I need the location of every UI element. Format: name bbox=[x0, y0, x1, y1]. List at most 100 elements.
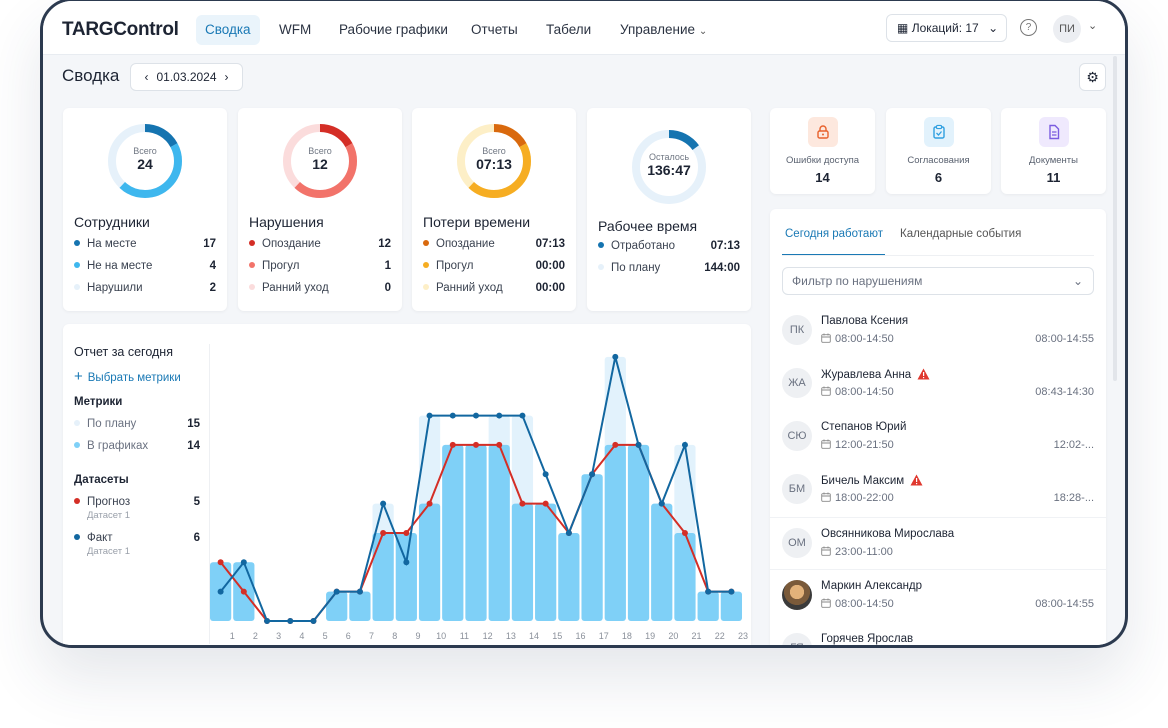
next-date-icon[interactable]: › bbox=[224, 70, 229, 84]
date-picker[interactable]: ‹ 01.03.2024 › bbox=[130, 63, 243, 91]
x-tick-label: 9 bbox=[415, 631, 420, 641]
x-tick-label: 16 bbox=[575, 631, 585, 641]
bar-scheduled bbox=[372, 532, 394, 621]
dataset-value: 6 bbox=[193, 532, 200, 544]
donut-segment bbox=[283, 124, 357, 198]
employee-row[interactable]: БМ Бичель Максим 18:00-22:00 18:28-... bbox=[770, 464, 1106, 517]
legend-dot bbox=[598, 264, 604, 270]
employee-row[interactable]: ЖА Журавлева Анна 08:00-14:50 08:43-14:30 bbox=[770, 358, 1106, 411]
stat-label: Опоздание bbox=[436, 238, 495, 250]
calendar-icon bbox=[821, 598, 835, 610]
data-point bbox=[449, 441, 456, 448]
nav-svodka[interactable]: Сводка bbox=[196, 15, 260, 45]
nav-reports[interactable]: Отчеты bbox=[471, 22, 518, 37]
legend-dot bbox=[74, 262, 80, 268]
nav-work-schedules[interactable]: Рабочие графики bbox=[339, 22, 448, 37]
dataset-row[interactable]: Факт 6 Датасет 1 bbox=[74, 532, 200, 562]
employee-row[interactable]: ОМ Овсянникова Мирослава 23:00-11:00 bbox=[770, 517, 1106, 570]
app-window: TARGControl Сводка WFM Рабочие графики О… bbox=[40, 0, 1128, 648]
data-point bbox=[403, 529, 410, 536]
legend-dot bbox=[598, 242, 604, 248]
calendar-icon bbox=[821, 492, 835, 504]
violations-filter-select[interactable]: Фильтр по нарушениям ⌄ bbox=[782, 267, 1094, 295]
nav-wfm[interactable]: WFM bbox=[279, 22, 312, 37]
x-tick-label: 6 bbox=[346, 631, 351, 641]
employee-row[interactable]: СЮ Степанов Юрий 12:00-21:50 12:02-... bbox=[770, 411, 1106, 464]
scrollbar[interactable] bbox=[1113, 56, 1117, 381]
dataset-sub: Датасет 1 bbox=[87, 546, 131, 557]
actual-time: 08:43-14:30 bbox=[1035, 386, 1094, 398]
metric-value: 15 bbox=[187, 418, 200, 430]
avatar: ГЯ bbox=[782, 633, 812, 645]
stat-label: Нарушили bbox=[87, 282, 143, 294]
employee-row[interactable]: ПК Павлова Ксения 08:00-14:50 08:00-14:55 bbox=[770, 305, 1106, 358]
avatar: СЮ bbox=[782, 421, 812, 451]
data-point bbox=[705, 588, 712, 595]
employee-row[interactable]: ГЯ Горячев Ярослав bbox=[770, 623, 1106, 645]
settings-gear-icon[interactable]: ⚙ bbox=[1079, 63, 1106, 91]
donut-segment bbox=[457, 124, 531, 198]
donut-center-label: Осталось bbox=[648, 152, 690, 162]
data-point bbox=[612, 353, 619, 360]
bar-scheduled bbox=[720, 591, 742, 621]
tab-calendar-events[interactable]: Календарные события bbox=[900, 228, 1022, 240]
bar-scheduled bbox=[465, 444, 487, 621]
actual-time: 18:28-... bbox=[1053, 492, 1094, 504]
metric-label: В графиках bbox=[87, 440, 149, 452]
locations-dropdown[interactable]: ▦ Локаций: 17 ⌄ bbox=[886, 14, 1007, 42]
employee-row[interactable]: Маркин Александр 08:00-14:50 08:00-14:55 bbox=[770, 570, 1106, 623]
schedule-time: 08:00-14:50 bbox=[835, 598, 894, 610]
choose-metrics-button[interactable]: + Выбрать метрики bbox=[74, 368, 181, 385]
donut-center-value: 07:13 bbox=[476, 156, 512, 172]
x-tick-label: 18 bbox=[622, 631, 632, 641]
dataset-row[interactable]: Прогноз 5 Датасет 1 bbox=[74, 496, 200, 526]
page-title: Сводка bbox=[62, 66, 120, 85]
stat-row: Отработано 07:13 bbox=[598, 240, 740, 256]
x-tick-label: 11 bbox=[460, 631, 469, 641]
prev-date-icon[interactable]: ‹ bbox=[144, 70, 149, 84]
mini-card-document[interactable]: Документы 11 bbox=[1001, 108, 1106, 194]
metric-row[interactable]: В графиках 14 bbox=[74, 440, 200, 456]
stat-label: Ранний уход bbox=[436, 282, 503, 294]
dataset-label: Факт bbox=[87, 532, 113, 544]
data-point bbox=[542, 500, 549, 507]
locations-label: Локаций: 17 bbox=[911, 21, 979, 35]
nav-timesheets[interactable]: Табели bbox=[546, 22, 592, 37]
stat-label: По плану bbox=[611, 262, 661, 274]
data-point bbox=[310, 618, 317, 624]
data-point bbox=[473, 412, 479, 419]
mini-card-lock[interactable]: Ошибки доступа 14 bbox=[770, 108, 875, 194]
dataset-label: Прогноз bbox=[87, 496, 131, 508]
help-icon[interactable]: ? bbox=[1020, 19, 1037, 36]
donut-center-value: 12 bbox=[312, 156, 328, 172]
mini-card-clipboard-check[interactable]: Согласования 6 bbox=[886, 108, 991, 194]
chevron-down-icon: ⌄ bbox=[988, 21, 999, 35]
data-point bbox=[426, 412, 433, 419]
legend-dot bbox=[74, 498, 80, 504]
legend-dot bbox=[423, 240, 429, 246]
x-tick-label: 19 bbox=[645, 631, 655, 641]
legend-dot bbox=[249, 284, 255, 290]
schedule-time: 08:00-14:50 bbox=[835, 333, 894, 345]
donut-segment bbox=[108, 124, 182, 198]
user-menu-chevron-icon[interactable]: ⌄ bbox=[1088, 20, 1098, 32]
stat-value: 00:00 bbox=[535, 260, 565, 272]
donut-segment bbox=[283, 124, 357, 198]
stat-card: Осталось 136:47 Рабочее время Отработано 07:… bbox=[587, 108, 751, 311]
nav-management[interactable]: Управление ⌄ bbox=[611, 15, 716, 45]
donut-center: Всего 24 bbox=[105, 146, 185, 172]
schedule-time: 08:00-14:50 bbox=[835, 386, 894, 398]
metric-row[interactable]: По плану 15 bbox=[74, 418, 200, 434]
donut-chart bbox=[457, 124, 531, 198]
stat-value: 12 bbox=[378, 238, 391, 250]
user-avatar[interactable]: ПИ bbox=[1053, 15, 1081, 43]
x-tick-label: 15 bbox=[552, 631, 562, 641]
employees-panel: Сегодня работают Календарные события Фил… bbox=[770, 209, 1106, 645]
bar-scheduled bbox=[674, 532, 696, 621]
logo: TARGControl bbox=[62, 19, 179, 40]
stat-value: 144:00 bbox=[704, 262, 740, 274]
donut-center: Всего 12 bbox=[280, 146, 360, 172]
data-point bbox=[449, 412, 456, 419]
tab-today-working[interactable]: Сегодня работают bbox=[785, 228, 883, 240]
x-tick-label: 22 bbox=[715, 631, 725, 641]
